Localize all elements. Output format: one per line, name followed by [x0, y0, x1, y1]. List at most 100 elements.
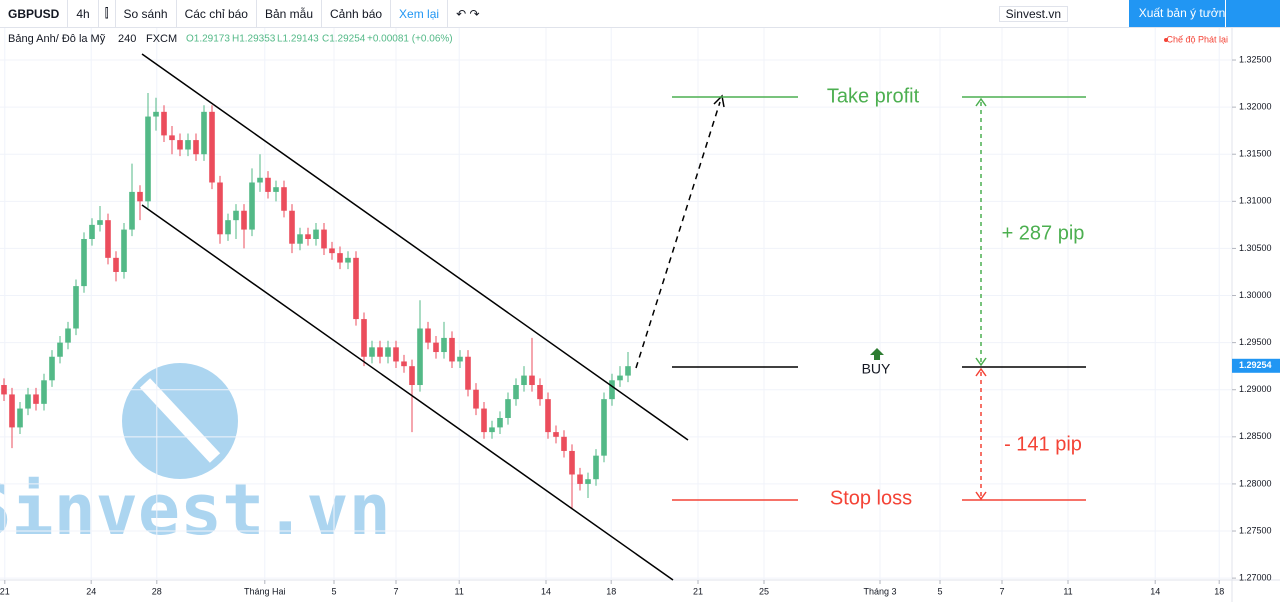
- x-tick-label: 5: [331, 586, 336, 596]
- legend-low: L1.29143: [277, 34, 319, 45]
- x-tick-label: Tháng 3: [863, 586, 896, 596]
- y-tick-label: 1.30000: [1239, 290, 1272, 300]
- candle-body: [385, 347, 391, 357]
- y-tick-label: 1.27500: [1239, 525, 1272, 535]
- candle-body: [225, 220, 231, 235]
- candle-body: [281, 187, 287, 211]
- publish-button[interactable]: Xuất bản ý tưởng: [1128, 0, 1242, 27]
- legend-high: H1.29353: [232, 34, 276, 45]
- candle-body: [313, 229, 319, 240]
- candle-body: [241, 210, 247, 230]
- watermark: Sinvest.vn: [0, 363, 391, 551]
- candle-body: [529, 375, 535, 386]
- account[interactable]: Sinvest.vn: [998, 5, 1068, 22]
- toolbar: GBPUSD 4h ⫿ So sánh Các chỉ báo Bản mẫu …: [0, 0, 1280, 28]
- candle-body: [337, 253, 343, 263]
- interval[interactable]: 4h: [76, 6, 90, 21]
- legend-interval: 240: [118, 33, 136, 45]
- candle-body: [97, 220, 103, 225]
- alerts[interactable]: Cảnh báo: [330, 6, 383, 21]
- x-tick-label: 11: [455, 586, 464, 596]
- candle-body: [489, 427, 495, 433]
- candle-body: [577, 474, 583, 484]
- undo[interactable]: ↶ ↷: [456, 6, 480, 21]
- candle-body: [25, 394, 31, 409]
- candle-body: [65, 328, 71, 343]
- candle-body: [457, 356, 463, 362]
- candle-body: [433, 342, 439, 353]
- candle-body: [265, 177, 271, 192]
- candle-body: [441, 337, 447, 353]
- candle-body: [209, 111, 215, 183]
- gain-arrow-heads: [975, 97, 987, 367]
- loss-label: - 141 pip: [1004, 433, 1082, 455]
- candle-body: [297, 234, 303, 244]
- candle-body: [49, 356, 55, 381]
- candle-body: [273, 187, 279, 192]
- y-tick-label: 1.29500: [1239, 337, 1272, 347]
- x-tick-label: 14: [541, 586, 551, 596]
- sl-label: Stop loss: [830, 487, 912, 509]
- candle-body: [521, 375, 527, 386]
- last-price-label: 1.29254: [1239, 360, 1272, 370]
- play-button[interactable]: [1225, 0, 1280, 27]
- x-tick-label: 7: [393, 586, 398, 596]
- candle-body: [329, 248, 335, 254]
- x-tick-label: 18: [606, 586, 616, 596]
- replay-mode: Chế độ Phát lại: [1166, 34, 1228, 44]
- candle-body: [161, 111, 167, 136]
- candle-body: [369, 347, 375, 357]
- candle-body: [121, 229, 127, 272]
- last-price-marker: [1232, 358, 1280, 373]
- legend-source: FXCM: [146, 33, 177, 45]
- candle-body: [137, 191, 143, 202]
- compare[interactable]: So sánh: [123, 6, 168, 21]
- candle-body: [129, 191, 135, 230]
- candle-body: [41, 380, 47, 404]
- templates[interactable]: Bản mẫu: [264, 6, 313, 21]
- y-tick-label: 1.30500: [1239, 243, 1272, 253]
- candle-body: [513, 385, 519, 400]
- gain-label: + 287 pip: [1002, 222, 1085, 244]
- y-tick-label: 1.28000: [1239, 478, 1272, 488]
- candle-body: [593, 455, 599, 480]
- candle-body: [497, 417, 503, 428]
- x-tick-label: 25: [759, 586, 769, 596]
- channel-lower: [141, 204, 674, 581]
- symbol[interactable]: GBPUSD: [8, 6, 60, 21]
- candle-body: [89, 224, 95, 240]
- tp-label: Take profit: [827, 85, 920, 107]
- replay[interactable]: Xem lại: [399, 6, 440, 21]
- buy-label: BUY: [862, 361, 891, 377]
- candle-body: [537, 385, 543, 400]
- candle-body: [33, 394, 39, 404]
- indicators[interactable]: Các chỉ báo: [184, 6, 248, 21]
- candle-body: [81, 239, 87, 287]
- candle-body: [177, 140, 183, 150]
- candle-body: [465, 356, 471, 390]
- candle-body: [9, 394, 15, 428]
- candle-body: [57, 342, 63, 357]
- chart-type[interactable]: ⫿: [104, 6, 109, 20]
- legend: Bảng Anh/ Đô la Mỹ 240 FXCM O1.29173 H1.…: [8, 33, 1228, 45]
- candle-body: [201, 111, 207, 155]
- chart: Sinvest.vn Take profit BUY Stop loss + 2…: [0, 28, 1280, 602]
- y-tick-label: 1.32500: [1239, 54, 1272, 64]
- legend-close: C1.29254: [322, 34, 366, 45]
- candle-body: [169, 135, 175, 141]
- legend-change: +0.00081 (+0.06%): [367, 34, 453, 45]
- candle-body: [105, 220, 111, 258]
- candle-body: [113, 257, 119, 272]
- buy-arrow: [870, 348, 884, 360]
- candle-body: [553, 432, 559, 437]
- watermark-logo: [122, 363, 238, 479]
- candle-body: [425, 328, 431, 343]
- candle-body: [609, 380, 615, 400]
- candle-body: [145, 116, 151, 202]
- candle-body: [17, 408, 23, 428]
- candle-body: [393, 347, 399, 362]
- x-tick-label: 7: [999, 586, 1004, 596]
- y-tick-label: 1.29000: [1239, 384, 1272, 394]
- candle-body: [417, 328, 423, 386]
- x-tick-label: 21: [0, 586, 10, 596]
